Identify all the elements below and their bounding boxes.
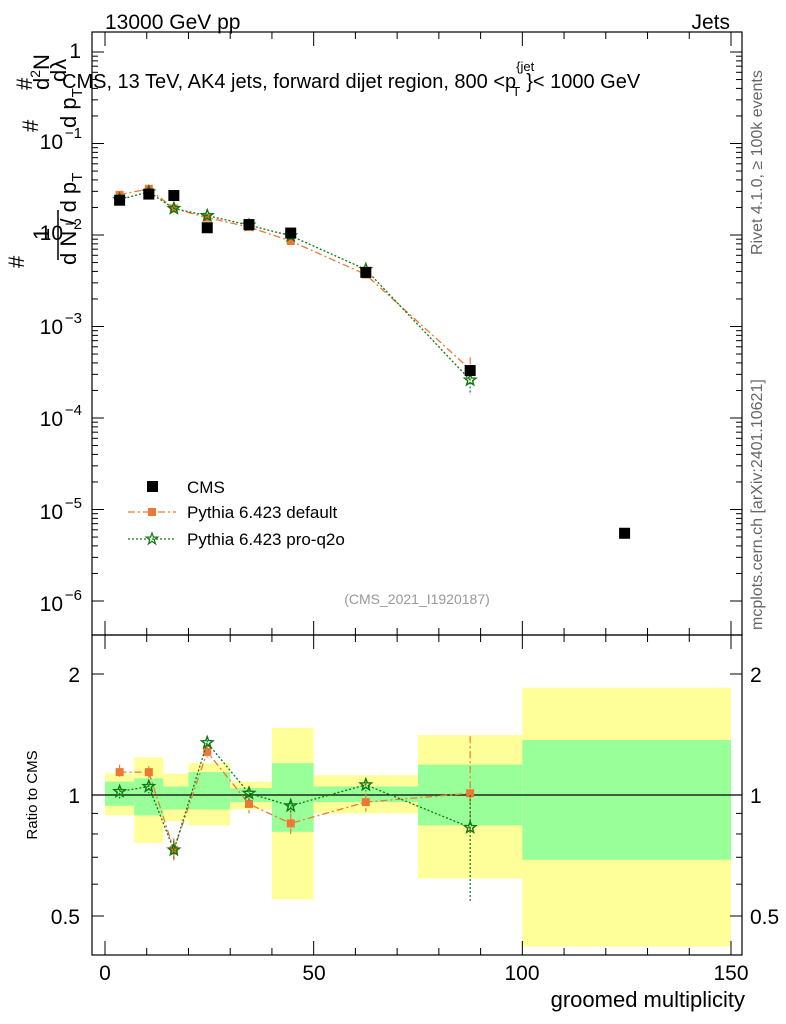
svg-text:#: # (12, 77, 37, 90)
ratio-point-proq2o-6 (358, 776, 374, 792)
point-proq2o-2 (166, 200, 182, 215)
svg-text:d2N: d2N (27, 54, 54, 90)
ratio-point-default-5 (286, 819, 295, 828)
ytick-label-1: 1 (69, 40, 81, 63)
band-inner-2 (163, 786, 189, 810)
band-inner-3 (188, 772, 231, 810)
band-inner-8 (522, 740, 731, 860)
svg-text:1: 1 (29, 228, 54, 240)
legend-label-proq2o: Pythia 6.423 pro-q2o (187, 530, 345, 549)
main-ytick-labels: 1 10 −1 10 −2 10 −3 10 −4 10 −5 10 −6 (40, 40, 82, 616)
svg-text:#: # (18, 119, 43, 132)
ytick-exp-1e-1: −1 (65, 125, 82, 142)
svg-text:d pT: d pT (56, 88, 86, 128)
ytick-label-1e-4: 10 (40, 408, 63, 431)
ytick-label-1e-5: 10 (40, 501, 63, 524)
ratio-line-1 (119, 741, 471, 852)
ratio-point-default-6 (361, 798, 370, 807)
ratio-point-proq2o-4 (241, 785, 257, 800)
legend-marker-cms (147, 481, 158, 492)
ratio-series-layer (111, 734, 478, 903)
main-axis-ticks (92, 32, 742, 635)
legend-marker-proq2o (144, 531, 160, 546)
ratio-ytick-05-right: 0.5 (750, 906, 779, 929)
ytick-label-1e-2: 10 (40, 222, 63, 245)
ratio-point-default-4 (244, 799, 253, 808)
mcplots-label: mcplots.cern.ch [arXiv:2401.10621] (749, 379, 766, 630)
point-proq2o-3 (199, 207, 215, 223)
main-ylabel: # 1 d N / d pT # d pT # dλ d2N (4, 54, 86, 268)
svg-text:dλ: dλ (46, 59, 71, 82)
ytick-exp-1e-2: −2 (65, 216, 82, 233)
ratio-point-proq2o-7 (462, 819, 478, 835)
ratio-point-default-0 (115, 768, 124, 777)
point-cms-4 (243, 219, 255, 231)
svg-text:d N / d pT: d N / d pT (56, 173, 86, 265)
point-cms-0 (114, 194, 126, 206)
ytick-exp-1e-3: −3 (65, 310, 82, 327)
ytick-label-1e-3: 10 (40, 316, 63, 339)
series-line-0 (119, 188, 471, 370)
category-label: Jets (691, 11, 730, 34)
point-proq2o-7 (462, 371, 478, 387)
ratio-ytick-1-left: 1 (68, 785, 80, 808)
analysis-id: (CMS_2021_I1920187) (344, 591, 490, 607)
legend-marker-default (148, 508, 156, 516)
ratio-ylabel: Ratio to CMS (24, 750, 41, 839)
ratio-axis-ticks (92, 635, 742, 955)
xtick-0: 0 (99, 962, 111, 985)
point-cms-2 (168, 190, 180, 202)
point-cms-3 (201, 222, 213, 234)
ytick-exp-1e-6: −6 (65, 587, 82, 604)
ratio-ytick-05-left: 0.5 (51, 906, 80, 929)
series-line-1 (119, 191, 471, 381)
ratio-ytick-labels: 2 1 0.5 2 1 0.5 (51, 664, 779, 929)
ytick-label-1e-6: 10 (40, 593, 63, 616)
point-cms-8 (619, 527, 631, 539)
legend: CMS Pythia 6.423 default Pythia 6.423 pr… (128, 478, 345, 549)
ytick-exp-1e-5: −5 (65, 495, 82, 512)
main-series-layer (111, 184, 631, 539)
ratio-point-proq2o-5 (283, 797, 299, 813)
ratio-bands (105, 687, 731, 947)
rivet-version-label: Rivet 4.1.0, ≥ 100k events (749, 70, 766, 255)
svg-text:#: # (4, 255, 29, 268)
ratio-point-proq2o-3 (199, 734, 215, 750)
ratio-point-default-3 (203, 747, 212, 756)
xtick-labels: 0 50 100 150 (99, 962, 748, 985)
ratio-line-0 (119, 750, 471, 852)
point-default-5 (286, 236, 295, 245)
point-cms-7 (464, 365, 476, 377)
ratio-point-proq2o-2 (166, 841, 182, 857)
legend-label-default: Pythia 6.423 default (187, 503, 338, 522)
ytick-exp-1e-4: −4 (65, 402, 82, 419)
ratio-ytick-2-left: 2 (68, 664, 80, 687)
xlabel: groomed multiplicity (551, 987, 745, 1012)
ratio-ytick-1-right: 1 (750, 785, 762, 808)
ratio-point-proq2o-1 (141, 778, 157, 793)
point-cms-6 (360, 266, 372, 278)
xtick-150: 150 (713, 962, 748, 985)
xtick-100: 100 (504, 962, 539, 985)
ratio-point-default-7 (466, 789, 475, 798)
point-cms-1 (143, 188, 155, 200)
ratio-panel-frame (91, 634, 743, 956)
collision-label: 13000 GeV pp (105, 11, 240, 34)
legend-label-cms: CMS (187, 478, 225, 497)
point-cms-5 (285, 227, 297, 239)
plot-title: CMS, 13 TeV, AK4 jets, forward dijet reg… (62, 59, 641, 99)
xtick-50: 50 (302, 962, 325, 985)
ratio-point-proq2o-0 (111, 783, 128, 798)
ratio-ytick-2-right: 2 (750, 664, 762, 687)
band-inner-1 (134, 778, 164, 816)
ratio-point-default-1 (144, 768, 153, 777)
ytick-label-1e-1: 10 (40, 131, 63, 154)
